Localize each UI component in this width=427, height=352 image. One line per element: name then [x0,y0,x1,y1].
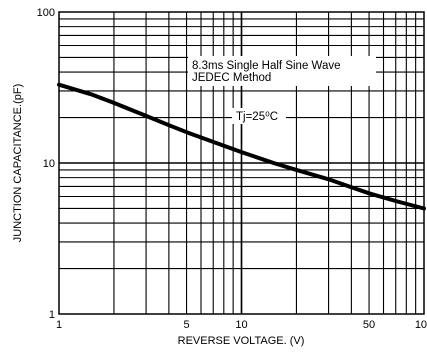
annotation-box-temp [232,108,286,124]
y-tick-label: 10 [43,158,55,170]
x-tick-label: 100 [415,319,427,331]
x-tick-label: 50 [363,319,375,331]
y-tick-label: 100 [37,7,55,19]
x-tick-labels: 1 5 10 50 100 [56,319,427,331]
y-tick-labels: 1 10 100 [37,7,55,321]
annotation-method: JEDEC Method [192,72,271,84]
y-tick-label: 1 [49,309,55,321]
annotation-wave: 8.3ms Single Half Sine Wave [192,60,341,72]
curve-layer [57,82,426,211]
annotation-layer: 8.3ms Single Half Sine Wave JEDEC Method… [188,56,376,124]
x-tick-label: 5 [183,319,189,331]
annotation-temp: Tj=25⁰C [236,111,278,123]
annotation-box-method [188,56,376,86]
y-axis-label: JUNCTION CAPACITANCE.(pF) [12,84,24,243]
capacitance-curve [57,82,426,211]
plot-frame [58,11,425,315]
x-tick-label: 10 [235,319,247,331]
x-axis-label: REVERSE VOLTAGE. (V) [178,335,305,347]
x-tick-label: 1 [56,319,62,331]
